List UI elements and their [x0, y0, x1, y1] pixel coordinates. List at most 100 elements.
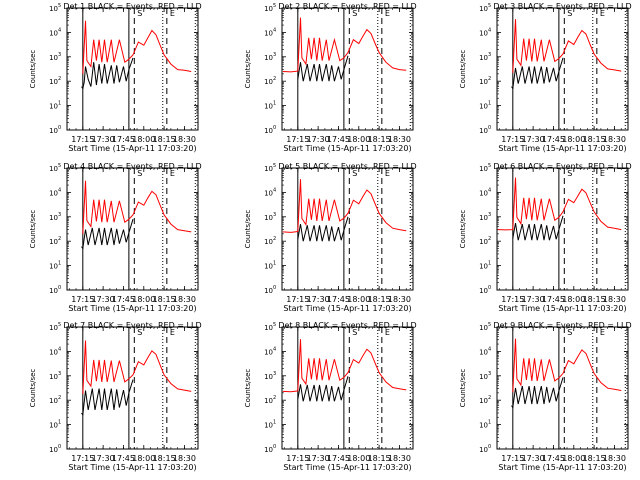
x-tick-label: 17:30: [92, 135, 115, 144]
y-tick-label-exponent: 5: [273, 322, 276, 328]
x-tick-label: 17:30: [522, 135, 545, 144]
x-axis-label: Start Time (15-Apr-11 17:03:20): [498, 463, 626, 472]
y-tick-label-exponent: 0: [58, 444, 61, 450]
x-tick-label: 18:15: [583, 135, 606, 144]
y-tick-label-exponent: 4: [273, 27, 276, 33]
x-tick-label: 17:15: [286, 454, 309, 463]
lld-series-line: [82, 340, 192, 395]
plot-frame: [281, 326, 414, 450]
x-axis-label: Start Time (15-Apr-11 17:03:20): [68, 463, 196, 472]
y-tick-label-exponent: 5: [273, 3, 276, 9]
x-tick-label: 17:15: [71, 295, 94, 304]
y-tick-label-base: 10: [479, 54, 488, 62]
x-tick-label: 17:45: [327, 454, 350, 463]
start-marker: S: [352, 9, 357, 18]
y-tick-label-exponent: 4: [273, 346, 276, 352]
y-tick-label-base: 10: [49, 397, 58, 405]
x-tick-label: 17:45: [542, 135, 565, 144]
plot-frame: [281, 7, 414, 131]
y-tick-label-base: 10: [264, 287, 273, 295]
y-tick-label-exponent: 1: [488, 420, 491, 426]
panel-title: Det 4 BLACK = Events, RED = LLD: [63, 162, 201, 171]
y-tick-label-base: 10: [264, 5, 273, 13]
start-marker: S: [567, 169, 572, 178]
events-series-line: [297, 376, 349, 402]
y-tick-label-exponent: 2: [273, 76, 276, 82]
y-tick-label-exponent: 2: [488, 236, 491, 242]
x-tick-label: 18:15: [153, 454, 176, 463]
start-marker: S: [352, 328, 357, 337]
y-tick-label-base: 10: [49, 78, 58, 86]
y-tick-label-base: 10: [264, 127, 273, 135]
x-tick-label: 18:15: [583, 295, 606, 304]
y-tick-label-base: 10: [479, 214, 488, 222]
y-tick-label-base: 10: [264, 78, 273, 86]
x-tick-label: 17:45: [542, 454, 565, 463]
plot-frame: [496, 7, 629, 131]
y-tick-label-base: 10: [49, 165, 58, 173]
panel-title: Det 9 BLACK = Events, RED = LLD: [493, 321, 631, 330]
y-tick-label-exponent: 4: [488, 346, 491, 352]
start-marker: S: [567, 328, 572, 337]
x-tick-label: 17:15: [286, 295, 309, 304]
panel-title: Det 6 BLACK = Events, RED = LLD: [493, 162, 631, 171]
x-tick-label: 17:30: [307, 454, 330, 463]
panel-title: Det 3 BLACK = Events, RED = LLD: [493, 2, 631, 11]
y-tick-label-exponent: 5: [273, 163, 276, 169]
y-tick-label-base: 10: [264, 189, 273, 197]
y-tick-label-base: 10: [264, 214, 273, 222]
y-tick-label-exponent: 1: [273, 101, 276, 107]
y-tick-label-base: 10: [49, 238, 58, 246]
x-axis-label: Start Time (15-Apr-11 17:03:20): [498, 144, 626, 153]
y-tick-label-base: 10: [49, 214, 58, 222]
x-tick-label: 17:45: [112, 454, 135, 463]
x-axis-label: Start Time (15-Apr-11 17:03:20): [283, 144, 411, 153]
x-tick-label: 18:00: [132, 295, 155, 304]
x-tick-label: 18:30: [388, 295, 411, 304]
y-tick-label-base: 10: [479, 189, 488, 197]
y-tick-label-base: 10: [479, 238, 488, 246]
y-tick-label-base: 10: [479, 446, 488, 454]
y-tick-label-base: 10: [264, 373, 273, 381]
y-tick-label-base: 10: [49, 324, 58, 332]
y-tick-label-base: 10: [49, 287, 58, 295]
y-tick-label-exponent: 0: [58, 125, 61, 131]
y-axis-label: Counts/sec: [459, 369, 467, 408]
x-tick-label: 18:00: [347, 454, 370, 463]
x-tick-label: 18:30: [173, 135, 196, 144]
y-tick-label-base: 10: [49, 422, 58, 430]
x-tick-label: 18:30: [603, 135, 626, 144]
events-series-line: [511, 377, 564, 409]
y-tick-label-exponent: 5: [488, 163, 491, 169]
panel-title: Det 8 BLACK = Events, RED = LLD: [278, 321, 416, 330]
y-tick-label-exponent: 3: [58, 52, 61, 58]
x-tick-label: 17:15: [501, 295, 524, 304]
y-tick-label-exponent: 3: [488, 52, 491, 58]
y-tick-label-base: 10: [264, 348, 273, 356]
x-tick-label: 17:30: [92, 295, 115, 304]
y-tick-label-exponent: 1: [488, 261, 491, 267]
y-axis-label: Counts/sec: [244, 369, 252, 408]
plot-frame: [66, 7, 199, 131]
y-tick-label-exponent: 1: [58, 261, 61, 267]
x-axis-label: Start Time (15-Apr-11 17:03:20): [498, 304, 626, 313]
y-tick-label-exponent: 3: [273, 371, 276, 377]
x-tick-label: 18:30: [388, 454, 411, 463]
x-tick-label: 17:15: [71, 135, 94, 144]
y-tick-label-base: 10: [264, 103, 273, 111]
plot-frame: [281, 167, 414, 291]
y-tick-label-exponent: 4: [488, 187, 491, 193]
panel-title: Det 2 BLACK = Events, RED = LLD: [278, 2, 416, 11]
y-axis-label: Counts/sec: [29, 369, 37, 408]
lld-series-line: [82, 20, 192, 74]
end-marker: E: [170, 169, 175, 178]
y-tick-label-exponent: 2: [488, 395, 491, 401]
x-axis-label: Start Time (15-Apr-11 17:03:20): [283, 304, 411, 313]
x-tick-label: 18:00: [347, 135, 370, 144]
y-tick-label-exponent: 4: [273, 187, 276, 193]
y-tick-label-base: 10: [49, 127, 58, 135]
x-tick-label: 17:45: [327, 135, 350, 144]
y-tick-label-base: 10: [479, 422, 488, 430]
y-tick-label-exponent: 4: [58, 187, 61, 193]
